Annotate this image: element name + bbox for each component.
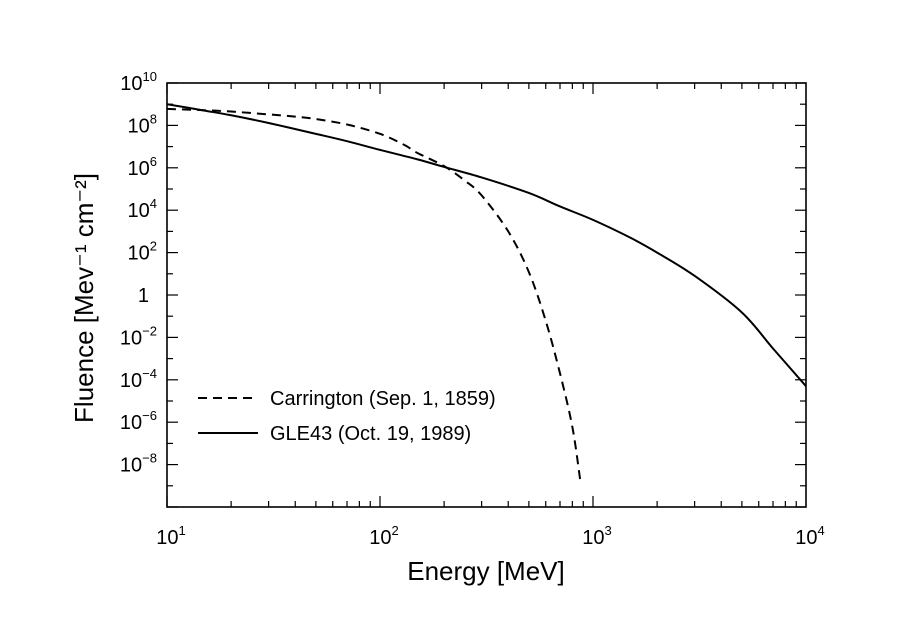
y-tick-label: 10−2	[120, 323, 157, 349]
y-tick-label: 102	[128, 239, 157, 265]
y-tick-label: 108	[128, 111, 157, 137]
legend-label-gle43: GLE43 (Oct. 19, 1989)	[270, 423, 471, 445]
y-tick-label: 10−6	[120, 408, 157, 434]
plot-frame	[166, 82, 807, 508]
y-tick-label: 104	[128, 196, 157, 222]
axis-ticks	[166, 82, 806, 508]
y-tick-label: 1	[138, 285, 149, 307]
x-axis-title: Energy [MeV]	[407, 556, 565, 586]
x-tick-label: 101	[156, 523, 185, 549]
y-tick-labels: 1010 108 106 104 102 1 10−2 10−4 10−6 10−8	[120, 69, 157, 477]
x-tick-label: 102	[369, 523, 398, 549]
x-tick-labels: 101 102 103 104	[156, 523, 824, 549]
legend: Carrington (Sep. 1, 1859) GLE43 (Oct. 19…	[198, 388, 496, 445]
plot-series	[167, 103, 806, 480]
series-line-0	[167, 107, 582, 480]
y-tick-label: 10−8	[120, 451, 157, 477]
x-tick-label: 103	[582, 523, 611, 549]
y-axis-title: Fluence [Mev⁻¹ cm⁻²]	[69, 173, 99, 423]
y-tick-label: 10−4	[120, 366, 157, 392]
series-line-1	[167, 103, 806, 387]
x-tick-label: 104	[795, 523, 824, 549]
y-tick-label: 1010	[120, 69, 157, 95]
y-tick-label: 106	[128, 154, 157, 180]
legend-label-carrington: Carrington (Sep. 1, 1859)	[270, 388, 496, 410]
